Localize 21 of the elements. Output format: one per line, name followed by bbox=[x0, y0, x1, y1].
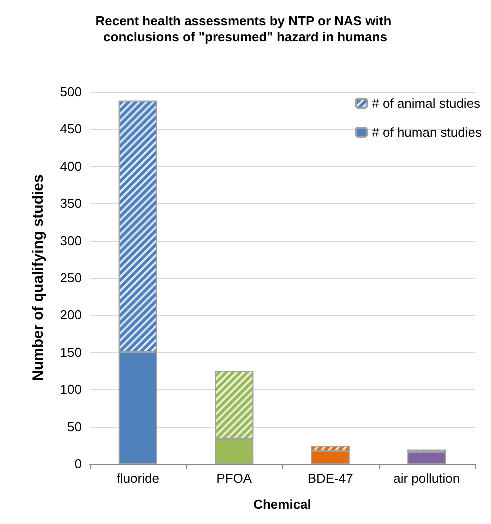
x-tick-label: BDE-47 bbox=[308, 471, 354, 486]
legend-label: # of human studies bbox=[372, 125, 482, 140]
y-tick-label: 50 bbox=[68, 419, 82, 434]
y-tick-label: 400 bbox=[60, 158, 82, 174]
y-axis-title: Number of qualifying studies bbox=[30, 174, 47, 382]
legend-label: # of animal studies bbox=[372, 96, 482, 111]
x-tick-label: fluoride bbox=[116, 471, 160, 486]
chart-title: Recent health assessments by NTP or NAS with conclusions of "presumed" hazard in humans bbox=[96, 14, 396, 44]
y-tick-label: 300 bbox=[60, 233, 82, 248]
x-axis-title: Chemical bbox=[254, 497, 312, 512]
x-tick-label: air pollution bbox=[394, 471, 460, 486]
bar bbox=[408, 452, 446, 464]
y-tick-label: 200 bbox=[60, 308, 82, 323]
y-tick-label: 500 bbox=[60, 84, 82, 100]
y-tick-label: 100 bbox=[60, 382, 82, 398]
y-tick-label: 250 bbox=[60, 270, 82, 286]
y-tick-label: 0 bbox=[74, 456, 82, 472]
x-tick-label: PFOA bbox=[216, 471, 252, 486]
y-tick-label: 450 bbox=[60, 122, 82, 137]
y-tick-label: 150 bbox=[60, 344, 82, 360]
y-tick-label: 350 bbox=[60, 196, 82, 212]
